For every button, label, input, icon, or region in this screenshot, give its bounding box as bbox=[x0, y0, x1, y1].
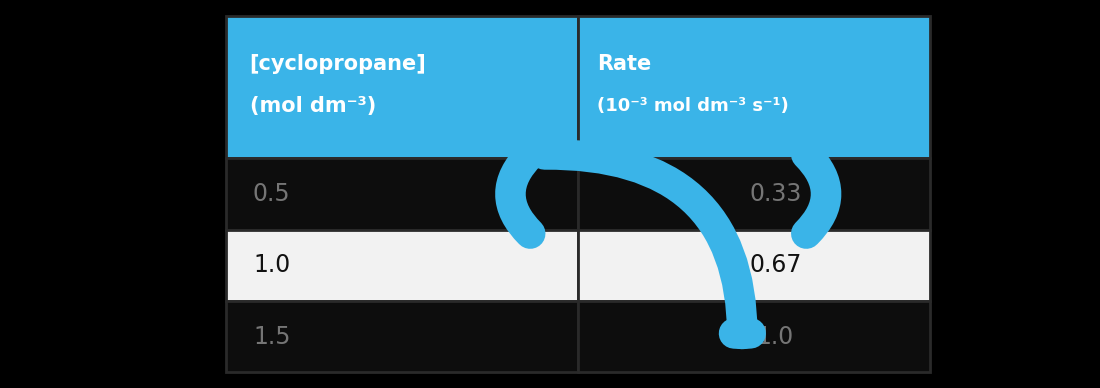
Bar bbox=[578, 16, 930, 158]
Text: (mol dm⁻³): (mol dm⁻³) bbox=[250, 96, 376, 116]
Bar bbox=[226, 16, 578, 158]
Text: 1.0: 1.0 bbox=[757, 325, 794, 349]
Bar bbox=[226, 301, 578, 372]
Bar bbox=[578, 158, 930, 230]
Text: 1.5: 1.5 bbox=[253, 325, 290, 349]
Text: 0.5: 0.5 bbox=[253, 182, 290, 206]
Bar bbox=[226, 158, 578, 230]
Text: 1.0: 1.0 bbox=[253, 253, 290, 277]
Bar bbox=[578, 230, 930, 301]
Bar bbox=[578, 301, 930, 372]
Text: Rate: Rate bbox=[597, 54, 651, 74]
Text: 0.33: 0.33 bbox=[749, 182, 802, 206]
Text: (10⁻³ mol dm⁻³ s⁻¹): (10⁻³ mol dm⁻³ s⁻¹) bbox=[597, 97, 789, 115]
Bar bbox=[226, 230, 578, 301]
Text: 0.67: 0.67 bbox=[749, 253, 802, 277]
Text: [cyclopropane]: [cyclopropane] bbox=[250, 54, 427, 74]
